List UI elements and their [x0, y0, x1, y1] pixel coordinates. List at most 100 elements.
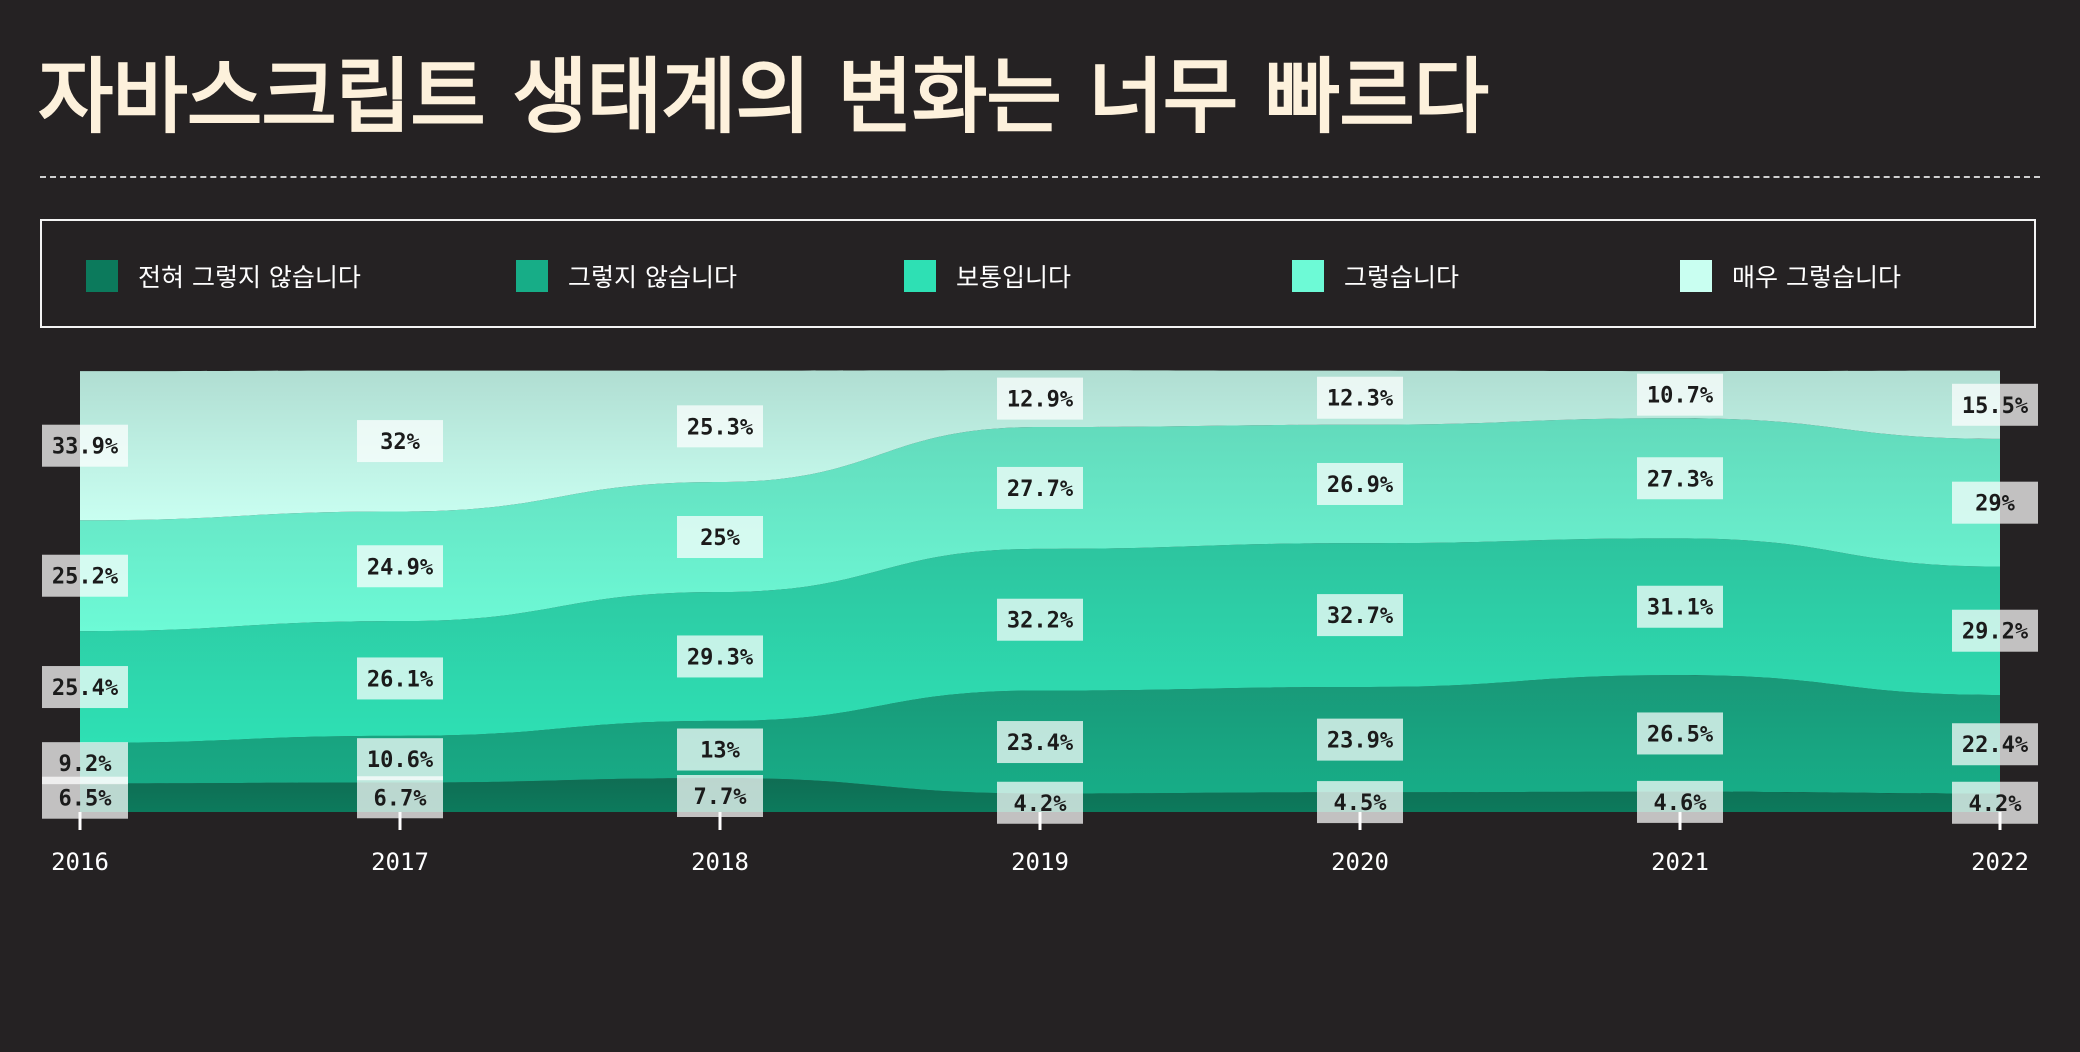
data-label-bg: [997, 466, 1083, 509]
x-tick-label: 2020: [1331, 848, 1389, 876]
data-label: 32.2%: [997, 598, 1083, 641]
data-label-text: 6.5%: [59, 787, 113, 812]
data-label-bg: [997, 377, 1083, 420]
data-label: 10.7%: [1637, 373, 1723, 416]
data-label-bg: [677, 516, 763, 558]
data-label-text: 23.4%: [1007, 731, 1074, 756]
data-label-bg: [1952, 723, 2038, 766]
data-label-text: 25.4%: [52, 676, 119, 701]
legend-item-neutral[interactable]: 보통입니다: [904, 260, 1071, 292]
data-label-bg: [1637, 712, 1723, 755]
data-label-bg: [357, 545, 443, 588]
data-label: 33.9%: [42, 424, 128, 467]
data-label: 26.1%: [357, 657, 443, 700]
legend-label: 전혀 그렇지 않습니다: [138, 263, 361, 292]
data-label-text: 33.9%: [52, 435, 119, 460]
data-label: 29%: [1952, 481, 2038, 524]
data-label: 15.5%: [1952, 383, 2038, 426]
data-label: 29.3%: [677, 635, 763, 678]
data-label-text: 23.9%: [1327, 729, 1394, 754]
x-tick-label: 2018: [691, 848, 749, 876]
data-label-text: 26.9%: [1327, 473, 1394, 498]
data-label: 22.4%: [1952, 723, 2038, 766]
data-label: 26.9%: [1317, 462, 1403, 505]
data-label-bg: [1637, 373, 1723, 416]
data-label-text: 7.7%: [694, 785, 748, 810]
data-label: 12.9%: [997, 377, 1083, 420]
data-label: 4.2%: [1952, 781, 2038, 824]
data-label: 6.5%: [42, 776, 128, 819]
data-label-bg: [42, 424, 128, 467]
data-label: 13%: [677, 728, 763, 771]
data-label-bg: [997, 598, 1083, 641]
x-tick-label: 2016: [51, 848, 109, 876]
data-label-text: 9.2%: [59, 752, 113, 777]
data-label: 25.4%: [42, 666, 128, 709]
data-label-text: 32.2%: [1007, 609, 1074, 634]
data-label-bg: [1317, 462, 1403, 505]
data-label-bg: [357, 420, 443, 463]
data-label-bg: [42, 666, 128, 709]
data-label: 32%: [357, 420, 443, 463]
data-label-text: 29%: [1975, 492, 2015, 517]
data-label-text: 27.7%: [1007, 477, 1074, 502]
area-5: [80, 370, 2000, 521]
data-label-text: 32.7%: [1327, 604, 1394, 629]
data-label: 12.3%: [1317, 376, 1403, 419]
data-label-text: 25.2%: [52, 565, 119, 590]
data-label-text: 22.4%: [1962, 733, 2029, 758]
legend-item-agree[interactable]: 그렇습니다: [1292, 260, 1459, 292]
legend-item-disagree[interactable]: 그렇지 않습니다: [516, 260, 737, 292]
data-label-bg: [1637, 457, 1723, 500]
legend-item-strongly-agree[interactable]: 매우 그렇습니다: [1680, 260, 1901, 292]
legend-item-strongly-disagree[interactable]: 전혀 그렇지 않습니다: [86, 260, 361, 292]
data-label: 25.3%: [677, 405, 763, 448]
legend: 전혀 그렇지 않습니다 그렇지 않습니다 보통입니다 그렇습니다 매우 그렇습니…: [40, 219, 2036, 328]
data-label: 24.9%: [357, 545, 443, 588]
data-label-text: 25%: [700, 526, 740, 551]
data-label-text: 31.1%: [1647, 596, 1714, 621]
x-tick-label: 2017: [371, 848, 429, 876]
legend-swatch: [516, 260, 548, 292]
data-label-bg: [42, 742, 128, 785]
data-label-bg: [1317, 376, 1403, 419]
data-label-bg: [357, 657, 443, 700]
legend-label: 그렇지 않습니다: [568, 263, 737, 292]
data-label-text: 6.7%: [374, 786, 428, 811]
data-label-bg: [677, 728, 763, 771]
data-label: 10.6%: [357, 738, 443, 781]
x-tick-label: 2021: [1651, 848, 1709, 876]
data-label: 7.7%: [677, 775, 763, 817]
legend-label: 그렇습니다: [1344, 263, 1460, 292]
data-label-bg: [42, 554, 128, 597]
legend-swatch: [904, 260, 936, 292]
data-label-text: 15.5%: [1962, 394, 2029, 419]
data-label-text: 26.5%: [1647, 722, 1714, 747]
data-label-bg: [677, 775, 763, 817]
data-label-text: 10.6%: [367, 748, 434, 773]
data-label-text: 25.3%: [687, 415, 754, 440]
data-label: 27.3%: [1637, 457, 1723, 500]
data-label: 23.9%: [1317, 718, 1403, 761]
data-label-bg: [357, 738, 443, 781]
data-label-bg: [1317, 594, 1403, 637]
legend-label: 보통입니다: [956, 263, 1072, 292]
data-label-text: 12.3%: [1327, 387, 1394, 412]
chart-title: 자바스크립트 생태계의 변화는 너무 빠르다: [38, 50, 1489, 145]
data-label-bg: [357, 776, 443, 819]
data-label-bg: [997, 721, 1083, 764]
data-label-text: 4.2%: [1969, 792, 2023, 817]
data-label-text: 13%: [700, 739, 740, 764]
data-label: 25.2%: [42, 554, 128, 597]
data-label-text: 29.3%: [687, 645, 754, 670]
data-label: 27.7%: [997, 466, 1083, 509]
data-label-text: 10.7%: [1647, 384, 1714, 409]
data-label-text: 27.3%: [1647, 467, 1714, 492]
data-label-text: 26.1%: [367, 667, 434, 692]
x-tick-label: 2022: [1971, 848, 2029, 876]
data-label-bg: [677, 405, 763, 448]
data-label-text: 4.6%: [1654, 791, 1708, 816]
data-label: 25%: [677, 516, 763, 558]
data-label-text: 32%: [380, 430, 420, 455]
